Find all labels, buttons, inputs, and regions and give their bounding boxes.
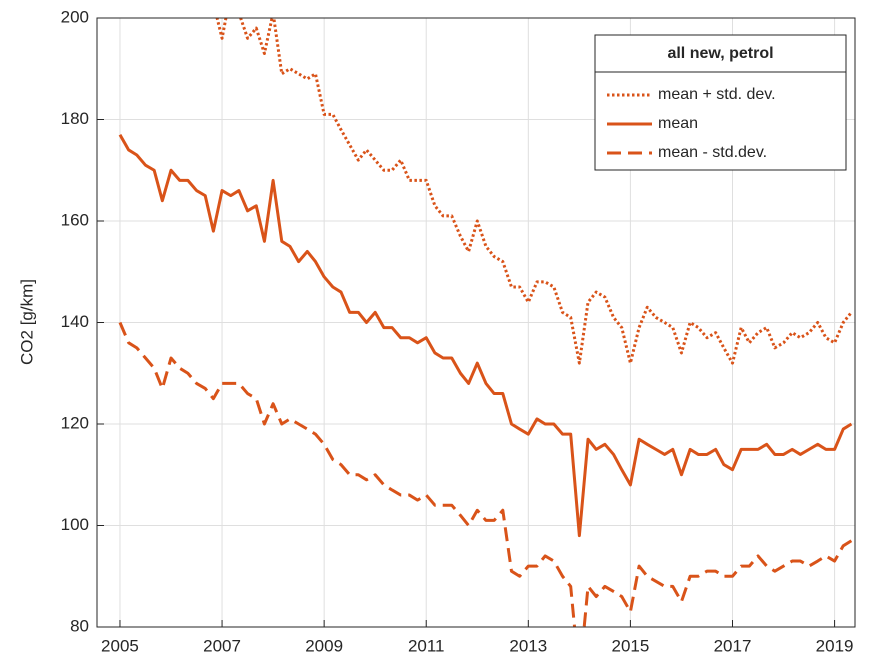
series-line (118, 133, 853, 538)
legend-box (594, 34, 847, 171)
legend-label: mean - std.dev. (658, 144, 767, 161)
x-tick-label: 2011 (408, 636, 445, 655)
y-tick-label: 100 (61, 515, 89, 534)
x-tick-label: 2013 (509, 636, 547, 655)
y-tick-label: 80 (70, 616, 89, 635)
legend-label: mean (658, 115, 698, 132)
y-tick-label: 180 (61, 109, 89, 128)
y-tick-label: 200 (61, 7, 89, 26)
legend: all new, petrol mean + std. dev. mean mean … (594, 34, 847, 171)
x-tick-label: 2009 (305, 636, 343, 655)
legend-label: mean + std. dev. (658, 86, 776, 103)
y-tick-label: 120 (61, 413, 89, 432)
y-axis-label: CO2 [g/km] (17, 279, 36, 365)
series-line (215, 18, 853, 365)
x-tick-label: 2005 (101, 636, 139, 655)
x-tick-label: 2019 (816, 636, 854, 655)
x-tick-label: 2007 (203, 636, 241, 655)
series-line (118, 321, 853, 627)
legend-title: all new, petrol (667, 45, 773, 62)
grid (97, 17, 855, 628)
y-tick-label: 140 (61, 312, 89, 331)
y-tick-label: 160 (61, 210, 89, 229)
lines (118, 18, 853, 627)
x-tick-label: 2017 (714, 636, 752, 655)
x-tick-label: 2015 (611, 636, 649, 655)
ticks: 80 100 120 140 160 180 200 2005 2007 2009 2011 2013… (61, 7, 854, 655)
